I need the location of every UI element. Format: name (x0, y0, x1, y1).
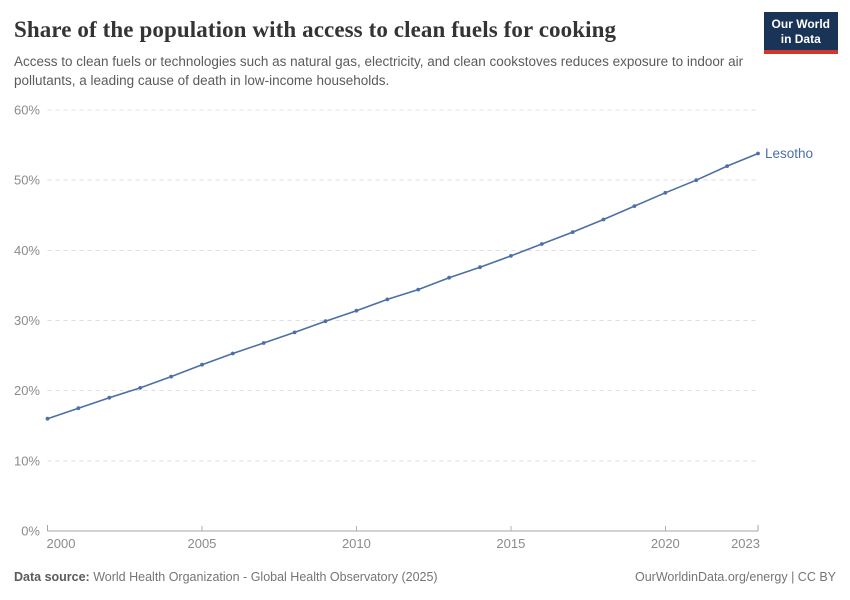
data-point[interactable] (478, 265, 482, 270)
data-point[interactable] (694, 178, 699, 183)
data-point[interactable] (200, 362, 204, 367)
x-axis-tick-label: 2005 (187, 536, 216, 551)
data-point[interactable] (447, 275, 451, 280)
data-point[interactable] (292, 330, 297, 335)
data-point[interactable] (107, 395, 112, 400)
y-axis-tick-label: 10% (14, 453, 40, 468)
chart-footer: Data source: World Health Organization -… (14, 569, 836, 585)
data-point[interactable] (138, 386, 143, 390)
x-axis-tick-label: 2015 (496, 536, 525, 551)
line-chart: 0% 10% 20% 30% 40% 50% 60% 2000 2005 2010 2015 2020… (14, 103, 813, 552)
data-point[interactable] (509, 254, 513, 258)
y-axis-tick-label: 40% (14, 243, 40, 258)
data-point[interactable] (45, 416, 50, 421)
data-point[interactable] (570, 230, 575, 235)
owid-url-license-link[interactable]: OurWorldinData.org/energy | CC BY (634, 570, 836, 584)
data-point[interactable] (539, 242, 544, 246)
x-axis-tick-label: 2000 (47, 536, 76, 551)
data-point[interactable] (261, 341, 266, 345)
data-point[interactable] (385, 297, 390, 302)
data-point[interactable] (230, 351, 235, 356)
series-label-lesotho[interactable]: Lesotho (765, 146, 813, 161)
data-source: Data source: World Health Organization -… (14, 569, 438, 585)
data-point[interactable] (169, 374, 174, 379)
owid-logo[interactable]: Our World in Data (763, 12, 838, 54)
y-axis-tick-label: 60% (14, 103, 40, 118)
x-axis-tick-label: 2023 (731, 536, 760, 551)
data-point[interactable] (601, 217, 606, 222)
page-title: Share of the population with access to c… (14, 17, 617, 42)
y-axis-tick-label: 0% (21, 524, 40, 539)
chart-subtitle: Access to clean fuels or technologies su… (14, 54, 744, 88)
data-point[interactable] (663, 190, 668, 195)
data-point[interactable] (76, 406, 81, 411)
x-axis-tick-label: 2020 (651, 536, 680, 551)
data-source-text: World Health Organization - Global Healt… (93, 570, 438, 584)
y-axis-tick-label: 50% (14, 173, 40, 188)
y-axis-tick-label: 30% (14, 313, 40, 328)
x-axis-tick-label: 2010 (342, 536, 371, 551)
y-axis-tick-label: 20% (14, 383, 40, 398)
owid-logo-line2: in Data (780, 31, 821, 46)
data-point[interactable] (354, 308, 359, 313)
data-source-label: Data source: (14, 570, 90, 584)
data-point[interactable] (323, 319, 328, 324)
series-line-lesotho[interactable] (47, 152, 759, 420)
data-point[interactable] (632, 204, 637, 208)
data-point[interactable] (416, 287, 421, 292)
data-point[interactable] (725, 164, 729, 168)
owid-logo-line1: Our World (771, 17, 830, 31)
data-point[interactable] (756, 151, 760, 156)
